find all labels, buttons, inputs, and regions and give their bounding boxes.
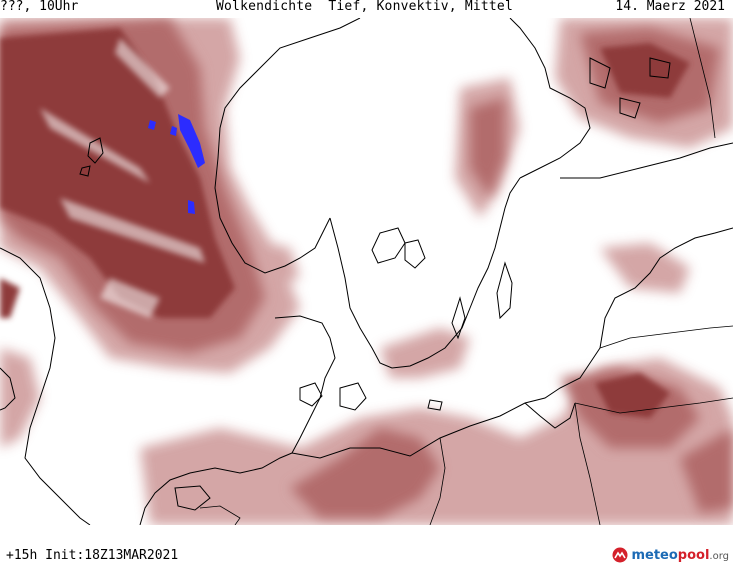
meteopool-logo[interactable]: meteopool.org — [612, 545, 729, 565]
map-title: Wolkendichte Tief, Konvektiv, Mittel — [216, 0, 513, 14]
meteopool-logo-text: meteopool.org — [631, 547, 729, 563]
header-left-label: ???, 10Uhr — [0, 0, 79, 14]
convective-cells — [148, 114, 205, 214]
weather-map — [0, 18, 733, 525]
coastlines — [0, 18, 733, 525]
model-run-info: +15h Init:18Z13MAR2021 — [6, 548, 179, 563]
meteopool-logo-icon — [612, 547, 628, 563]
cloud-streaks-white — [40, 38, 205, 318]
forecast-date: 14. Maerz 2021 — [615, 0, 725, 14]
